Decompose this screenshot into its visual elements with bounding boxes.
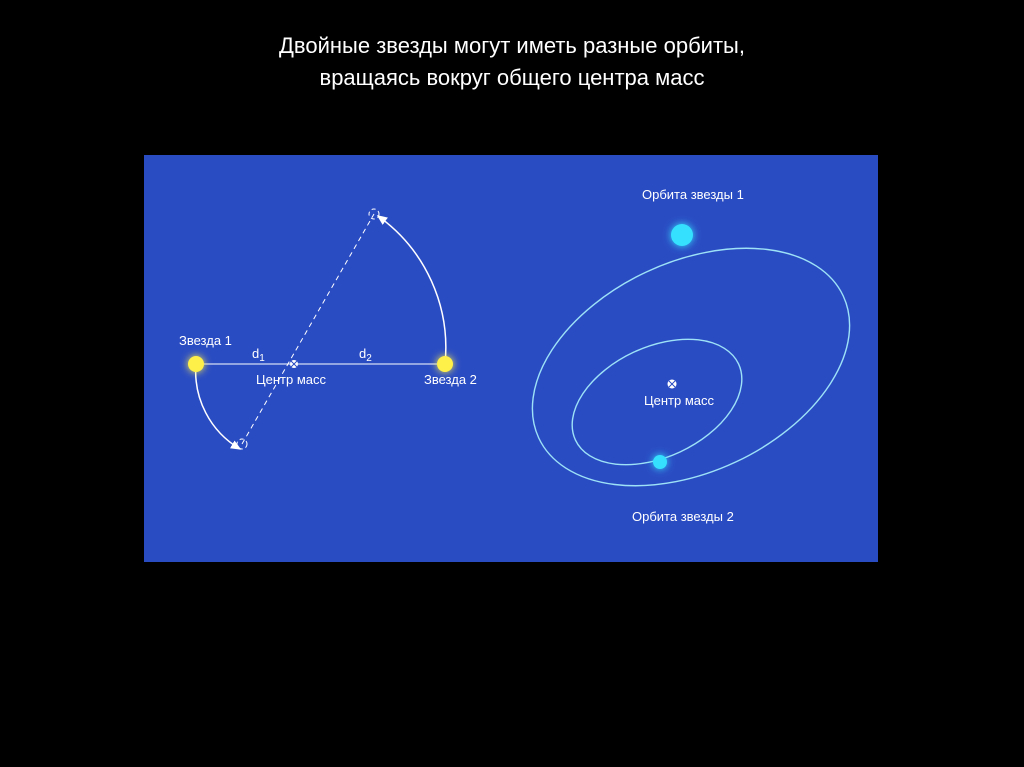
title-line2: вращаясь вокруг общего центра масс — [320, 65, 705, 90]
label-text: Звезда 1 — [179, 333, 232, 348]
label-text: Центр масс — [256, 372, 326, 387]
page-title: Двойные звезды могут иметь разные орбиты… — [0, 30, 1024, 94]
star2 — [437, 356, 453, 372]
orbit-star-2 — [653, 455, 667, 469]
label-text: Центр масс — [644, 393, 714, 408]
orbit-star-1 — [671, 224, 693, 246]
label-text: Орбита звезды 2 — [632, 509, 734, 524]
diagram-panel: Звезда 1Звезда 2d1d2Центр массЦентр масс… — [144, 155, 878, 562]
star1 — [188, 356, 204, 372]
title-line1: Двойные звезды могут иметь разные орбиты… — [279, 33, 745, 58]
label-text: Звезда 2 — [424, 372, 477, 387]
label-text: Орбита звезды 1 — [642, 187, 744, 202]
